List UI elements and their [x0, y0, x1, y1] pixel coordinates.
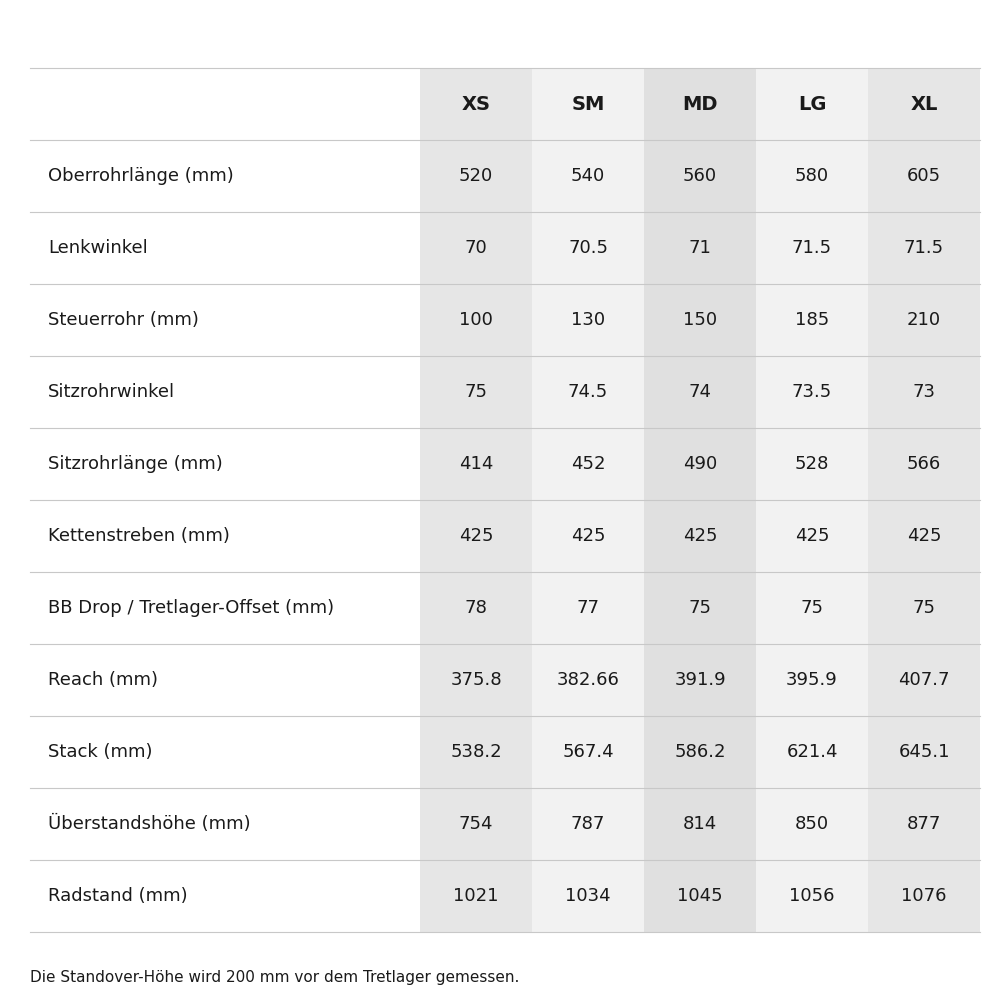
- Text: Kettenstreben (mm): Kettenstreben (mm): [48, 527, 230, 545]
- Text: Steuerrohr (mm): Steuerrohr (mm): [48, 311, 199, 329]
- Text: 645.1: 645.1: [898, 743, 950, 761]
- Text: 185: 185: [795, 311, 829, 329]
- Bar: [420, 68, 532, 932]
- Text: 814: 814: [683, 815, 717, 833]
- Bar: [868, 68, 980, 932]
- Text: 520: 520: [459, 167, 493, 185]
- Text: Überstandshöhe (mm): Überstandshöhe (mm): [48, 815, 251, 833]
- Text: 73.5: 73.5: [792, 383, 832, 401]
- Bar: [30, 68, 420, 932]
- Text: Stack (mm): Stack (mm): [48, 743, 152, 761]
- Text: 70.5: 70.5: [568, 239, 608, 257]
- Text: 382.66: 382.66: [557, 671, 619, 689]
- Text: 490: 490: [683, 455, 717, 473]
- Text: 425: 425: [571, 527, 605, 545]
- Text: 580: 580: [795, 167, 829, 185]
- Text: 425: 425: [683, 527, 717, 545]
- Text: 73: 73: [912, 383, 936, 401]
- Text: 425: 425: [795, 527, 829, 545]
- Text: 605: 605: [907, 167, 941, 185]
- Text: 71.5: 71.5: [904, 239, 944, 257]
- Text: 1045: 1045: [677, 887, 723, 905]
- Text: Sitzrohrwinkel: Sitzrohrwinkel: [48, 383, 175, 401]
- Text: 1056: 1056: [789, 887, 835, 905]
- Text: Oberrohrlänge (mm): Oberrohrlänge (mm): [48, 167, 234, 185]
- Text: 850: 850: [795, 815, 829, 833]
- Text: 425: 425: [907, 527, 941, 545]
- Text: 425: 425: [459, 527, 493, 545]
- Text: 130: 130: [571, 311, 605, 329]
- Text: 540: 540: [571, 167, 605, 185]
- Text: BB Drop / Tretlager-Offset (mm): BB Drop / Tretlager-Offset (mm): [48, 599, 334, 617]
- Text: 1021: 1021: [453, 887, 499, 905]
- Text: 75: 75: [464, 383, 488, 401]
- Text: 538.2: 538.2: [450, 743, 502, 761]
- Text: SM: SM: [571, 95, 605, 113]
- Text: MD: MD: [682, 95, 718, 113]
- Text: XS: XS: [462, 95, 490, 113]
- Text: 395.9: 395.9: [786, 671, 838, 689]
- Text: Die Standover-Höhe wird 200 mm vor dem Tretlager gemessen.: Die Standover-Höhe wird 200 mm vor dem T…: [30, 970, 519, 985]
- Text: 71: 71: [689, 239, 711, 257]
- Text: 150: 150: [683, 311, 717, 329]
- Text: 560: 560: [683, 167, 717, 185]
- Text: 75: 75: [800, 599, 824, 617]
- Text: 210: 210: [907, 311, 941, 329]
- Text: Lenkwinkel: Lenkwinkel: [48, 239, 148, 257]
- Text: 414: 414: [459, 455, 493, 473]
- Text: 100: 100: [459, 311, 493, 329]
- Text: 528: 528: [795, 455, 829, 473]
- Text: 1076: 1076: [901, 887, 947, 905]
- Text: XL: XL: [910, 95, 938, 113]
- Text: LG: LG: [798, 95, 826, 113]
- Text: 407.7: 407.7: [898, 671, 950, 689]
- Text: 567.4: 567.4: [562, 743, 614, 761]
- Text: 74.5: 74.5: [568, 383, 608, 401]
- Text: 71.5: 71.5: [792, 239, 832, 257]
- Text: 452: 452: [571, 455, 605, 473]
- Text: 391.9: 391.9: [674, 671, 726, 689]
- Text: 375.8: 375.8: [450, 671, 502, 689]
- Text: Reach (mm): Reach (mm): [48, 671, 158, 689]
- Text: 74: 74: [688, 383, 712, 401]
- Text: 566: 566: [907, 455, 941, 473]
- Text: 75: 75: [688, 599, 712, 617]
- Text: 586.2: 586.2: [674, 743, 726, 761]
- Text: 621.4: 621.4: [786, 743, 838, 761]
- Text: 77: 77: [576, 599, 600, 617]
- Bar: [532, 68, 644, 932]
- Text: Sitzrohrlänge (mm): Sitzrohrlänge (mm): [48, 455, 223, 473]
- Text: Radstand (mm): Radstand (mm): [48, 887, 188, 905]
- Text: 78: 78: [465, 599, 487, 617]
- Text: 787: 787: [571, 815, 605, 833]
- Text: 1034: 1034: [565, 887, 611, 905]
- Text: 70: 70: [465, 239, 487, 257]
- Text: 75: 75: [912, 599, 936, 617]
- Bar: [644, 68, 756, 932]
- Text: 754: 754: [459, 815, 493, 833]
- Text: 877: 877: [907, 815, 941, 833]
- Bar: [756, 68, 868, 932]
